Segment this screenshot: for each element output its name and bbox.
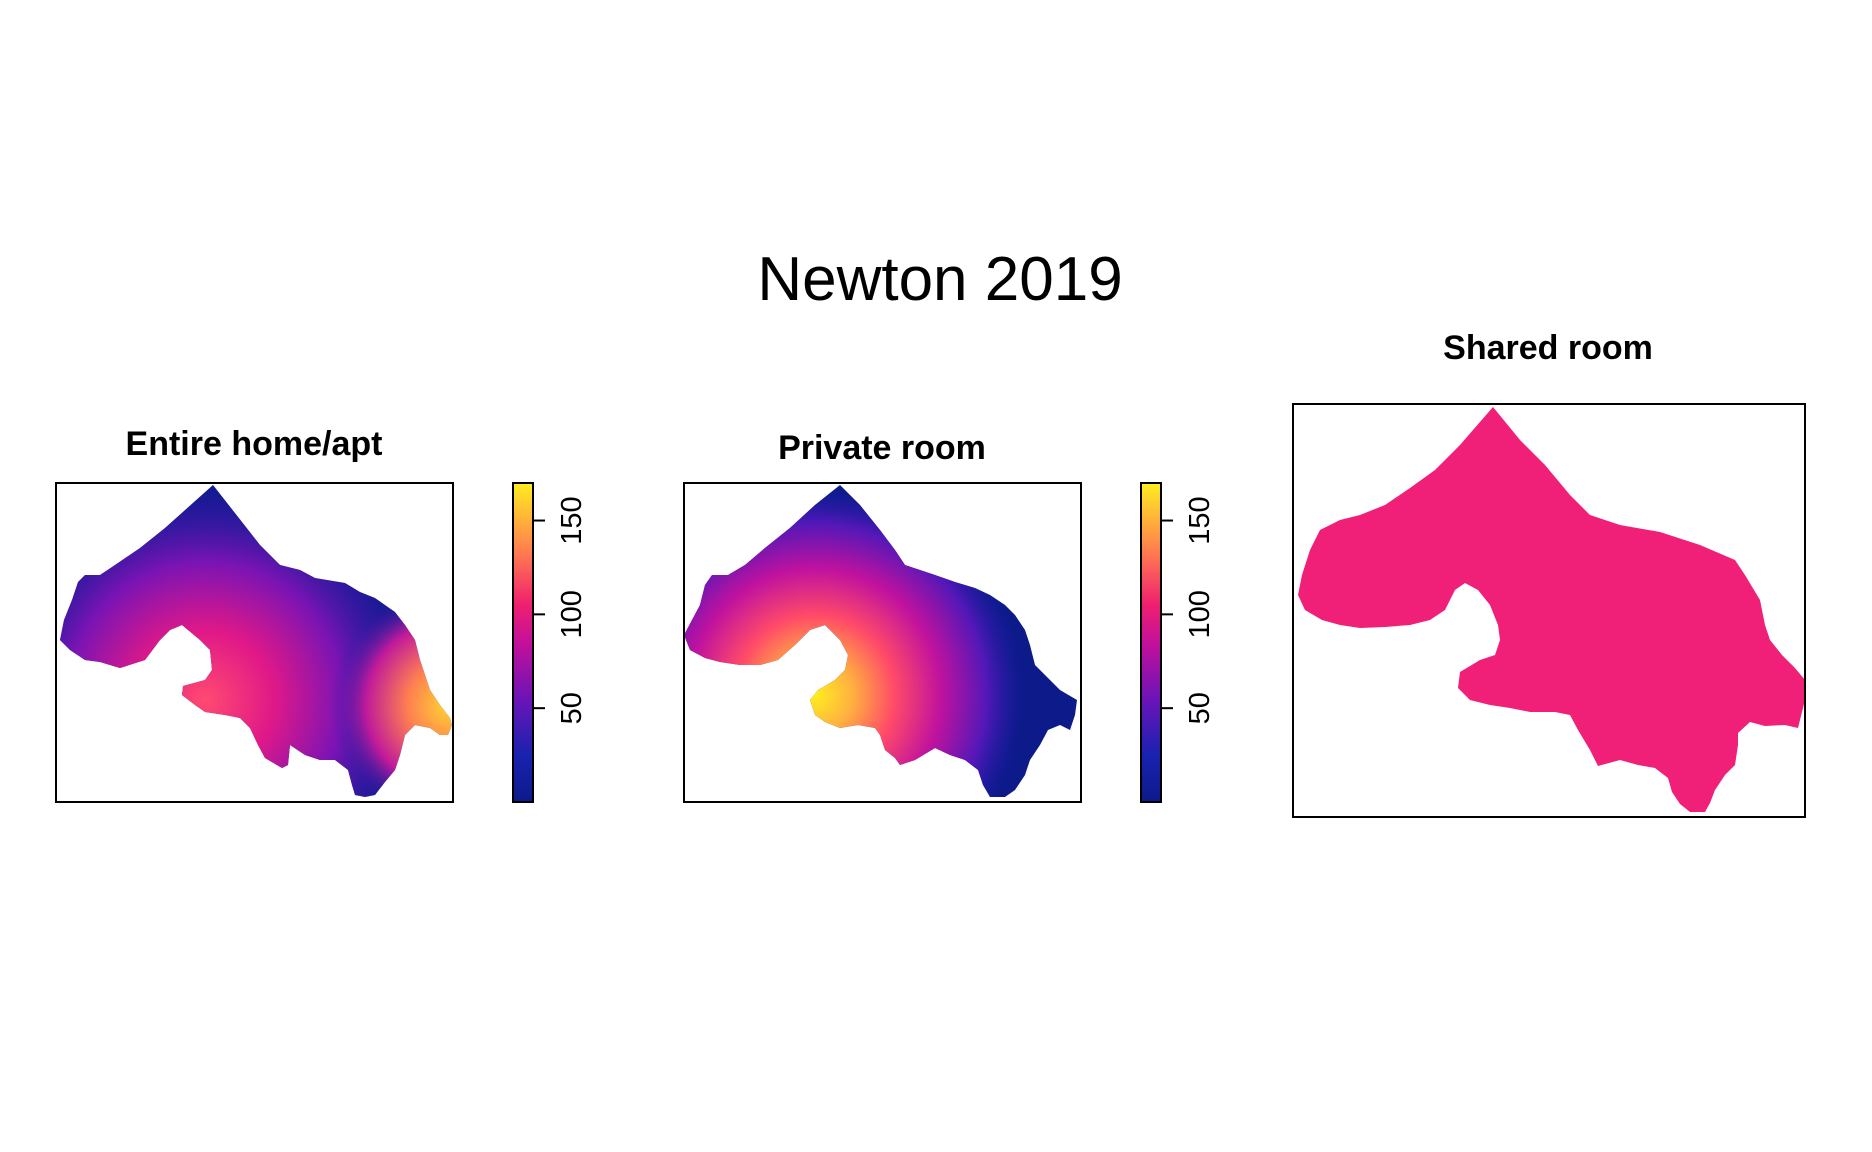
colorbar: 50 100 150 (512, 482, 588, 803)
panel-shared-room: Shared room (1292, 329, 1806, 818)
panel-entire-home: Entire home/apt 50 100 150 (55, 425, 588, 803)
colorbar-gradient (512, 482, 534, 803)
heatmap-uniform-surface (1298, 407, 1805, 812)
colorbar-tick-label: 100 (1184, 590, 1216, 638)
colorbar-tick-label: 50 (1184, 692, 1216, 724)
colorbar-ticks: 50 100 150 (1161, 496, 1216, 724)
heatmap-hotspot-east (60, 485, 452, 797)
panel-title: Private room (778, 429, 986, 467)
heatmap-surface (60, 485, 452, 797)
heatmap-surface (684, 485, 1077, 797)
heatmap-hotspot-southwest (684, 485, 1077, 797)
plot-frame (55, 482, 454, 803)
plot-frame (1292, 403, 1806, 818)
panel-title: Shared room (1443, 329, 1653, 367)
panel-title: Entire home/apt (126, 425, 383, 463)
colorbar-tick-label: 50 (556, 692, 588, 724)
colorbar-tick-label: 150 (556, 496, 588, 544)
colorbar-gradient (1140, 482, 1162, 803)
colorbar-tick-label: 150 (1184, 496, 1216, 544)
figure-title: Newton 2019 (757, 245, 1122, 314)
colorbar-ticks: 50 100 150 (533, 496, 588, 724)
colorbar: 50 100 150 (1140, 482, 1216, 803)
plot-frame (683, 482, 1082, 803)
panel-private-room: Private room 50 100 150 (683, 429, 1216, 803)
colorbar-tick-label: 100 (556, 590, 588, 638)
